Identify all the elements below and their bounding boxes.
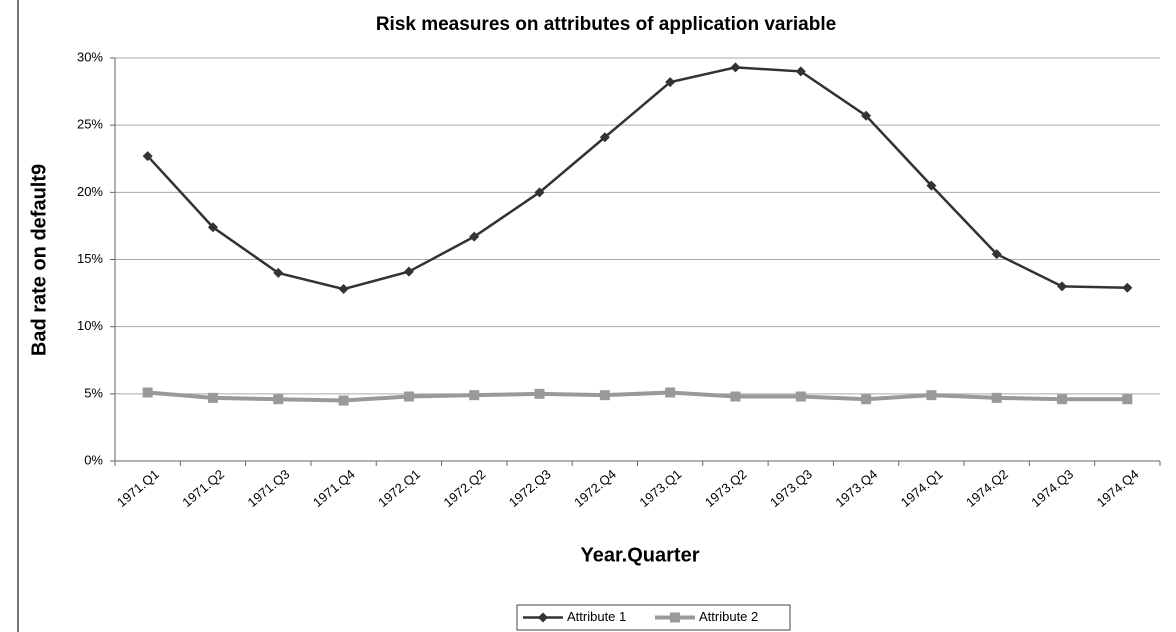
data-point [273,267,284,278]
y-tick-label: 15% [77,251,103,266]
data-point [1122,394,1133,405]
x-tick-label: 1973.Q4 [832,466,880,510]
data-point [665,77,676,88]
y-tick-label: 30% [77,49,103,64]
data-point [730,391,741,402]
legend-marker [670,612,680,623]
x-tick-label: 1974.Q3 [1028,466,1076,510]
data-point [142,151,153,162]
data-point [730,62,741,73]
data-point [534,388,545,399]
x-tick-label: 1974.Q4 [1094,466,1142,510]
data-point [795,391,806,402]
data-point [991,392,1002,403]
y-tick-label: 10% [77,318,103,333]
x-tick-label: 1973.Q2 [702,466,750,510]
data-point [338,395,349,406]
data-point [861,394,872,405]
y-tick-label: 0% [84,452,103,467]
data-point [991,249,1002,260]
x-tick-label: 1973.Q1 [636,466,684,510]
data-point [273,394,284,405]
x-tick-label: 1972.Q3 [506,466,554,510]
data-point [469,231,480,242]
y-tick-label: 20% [77,184,103,199]
data-point [207,392,218,403]
x-tick-label: 1972.Q2 [441,466,489,510]
x-tick-label: 1971.Q1 [114,466,162,510]
data-point [1122,282,1133,293]
x-tick-label: 1973.Q3 [767,466,815,510]
data-point [403,391,414,402]
y-tick-label: 25% [77,117,103,132]
data-point [1057,394,1068,405]
x-tick-label: 1971.Q4 [310,466,358,510]
series-line [147,390,1128,403]
data-point [1057,281,1068,292]
data-point [142,387,153,398]
y-tick-label: 5% [84,385,103,400]
y-axis-title: Bad rate on default9 [28,164,50,356]
data-point [795,66,806,77]
legend-label: Attribute 1 [567,609,626,624]
x-tick-label: 1972.Q4 [571,466,619,510]
x-tick-label: 1971.Q2 [179,466,227,510]
data-point [469,390,480,401]
data-point [403,266,414,277]
x-tick-label: 1971.Q3 [245,466,293,510]
data-point [338,284,349,295]
x-axis-title: Year.Quarter [581,544,700,566]
data-point [665,387,676,398]
data-point [599,390,610,401]
data-point [861,110,872,121]
legend-label: Attribute 2 [699,609,758,624]
data-point [926,180,937,191]
chart-title: Risk measures on attributes of applicati… [376,14,836,35]
x-tick-label: 1974.Q2 [963,466,1011,510]
data-point [534,187,545,198]
x-tick-label: 1972.Q1 [375,466,423,510]
data-point [599,132,610,143]
data-point [207,222,218,233]
legend-marker [538,612,548,623]
x-tick-label: 1974.Q1 [898,466,946,510]
data-point [926,390,937,401]
series-line [146,66,1128,291]
